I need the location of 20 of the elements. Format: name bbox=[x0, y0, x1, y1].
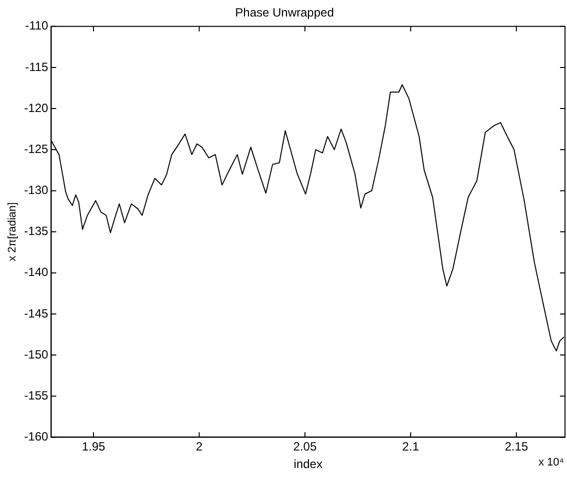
text: x 10⁴ bbox=[538, 456, 564, 469]
y-tick-label: -150 bbox=[24, 347, 49, 362]
y-tick-label: -155 bbox=[24, 388, 49, 402]
x-tick-label: 2.05 bbox=[293, 440, 317, 454]
y-tick-label: -140 bbox=[24, 265, 49, 280]
y-tick-label: -135 bbox=[24, 224, 49, 238]
y-tick-label: -120 bbox=[24, 100, 49, 115]
x-tick-label: 1.95 bbox=[82, 440, 106, 454]
y-tick-label: -130 bbox=[24, 183, 49, 198]
chart-title: Phase Unwrapped bbox=[235, 6, 334, 20]
y-tick-label: -145 bbox=[24, 306, 49, 320]
y-axis-title: x 2π[radian] bbox=[6, 202, 19, 262]
x-tick-label: 2.15 bbox=[504, 440, 528, 454]
y-tick-label: -160 bbox=[24, 430, 49, 444]
y-tick-label: -125 bbox=[24, 142, 49, 156]
x-tick-label: 2 bbox=[196, 440, 203, 454]
y-tick-label: -115 bbox=[25, 60, 49, 74]
x-tick-label: 2.1 bbox=[402, 440, 420, 454]
x-axis-title: index bbox=[294, 457, 322, 472]
y-tick-label: -110 bbox=[25, 18, 49, 33]
